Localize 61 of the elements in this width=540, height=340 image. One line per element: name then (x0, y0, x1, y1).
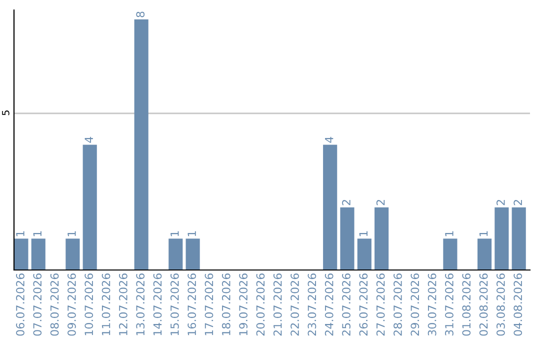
bar (443, 238, 458, 270)
data-label: 4 (325, 136, 334, 143)
data-label: 1 (170, 231, 179, 236)
x-tick-label: 31.07.2026 (445, 273, 454, 336)
bar (82, 144, 97, 270)
x-tick-label: 12.07.2026 (118, 273, 128, 336)
x-tick-label: 09.07.2026 (68, 273, 76, 336)
x-tick-label: 20.07.2026 (256, 273, 265, 336)
bar (512, 207, 526, 270)
x-tick-label: 07.07.2026 (33, 273, 42, 336)
data-label: 2 (514, 200, 522, 206)
data-label: 1 (479, 231, 488, 236)
data-label: 1 (359, 231, 368, 236)
data-label: 2 (342, 200, 350, 206)
y-tick-label: 5 (2, 110, 10, 116)
x-tick-label: 30.07.2026 (428, 273, 436, 336)
x-tick-label: 18.07.2026 (222, 273, 230, 336)
bar (186, 238, 200, 270)
data-label: 1 (68, 231, 76, 236)
x-tick-label: 13.07.2026 (136, 273, 145, 336)
x-tick-label: 24.07.2026 (324, 273, 334, 336)
x-tick-label: 16.07.2026 (188, 273, 196, 336)
x-tick-label: 04.08.2026 (514, 273, 522, 336)
bar (340, 207, 354, 270)
data-label: 2 (496, 200, 505, 206)
bar (31, 238, 46, 270)
x-tick-label: 22.07.2026 (290, 273, 299, 336)
x-tick-label: 11.07.2026 (102, 273, 110, 336)
x-tick-label: 26.07.2026 (359, 273, 368, 336)
data-label: 8 (136, 12, 145, 18)
x-tick-label: 21.07.2026 (273, 273, 282, 336)
x-tick-label: 08.07.2026 (50, 273, 59, 336)
x-tick-label: 28.07.2026 (394, 273, 402, 336)
data-label: 1 (33, 231, 42, 236)
data-label: 1 (16, 231, 24, 236)
x-tick-label: 15.07.2026 (170, 273, 179, 336)
x-tick-label: 10.07.2026 (84, 273, 94, 336)
x-tick-label: 14.07.2026 (153, 273, 162, 336)
bar (14, 238, 28, 270)
x-tick-label: 17.07.2026 (204, 273, 214, 336)
x-tick-label: 27.07.2026 (376, 273, 385, 336)
bar (323, 144, 338, 270)
bar (494, 207, 509, 270)
data-label: 2 (376, 200, 385, 206)
x-tick-label: 06.07.2026 (16, 273, 24, 336)
bar (134, 19, 148, 270)
data-label: 1 (188, 231, 196, 236)
x-tick-label: 25.07.2026 (342, 273, 350, 336)
bar (168, 238, 183, 270)
x-tick-label: 02.08.2026 (479, 273, 488, 336)
bar (66, 238, 80, 270)
x-tick-label: 29.07.2026 (410, 273, 420, 336)
data-label: 1 (445, 231, 454, 236)
x-tick-label: 19.07.2026 (239, 273, 248, 336)
bar (357, 238, 372, 270)
bar (374, 207, 389, 270)
data-label: 4 (84, 136, 93, 143)
x-tick-label: 23.07.2026 (308, 273, 316, 336)
x-tick-label: 03.08.2026 (496, 273, 505, 336)
bar (477, 238, 492, 270)
x-tick-label: 01.08.2026 (462, 273, 471, 336)
